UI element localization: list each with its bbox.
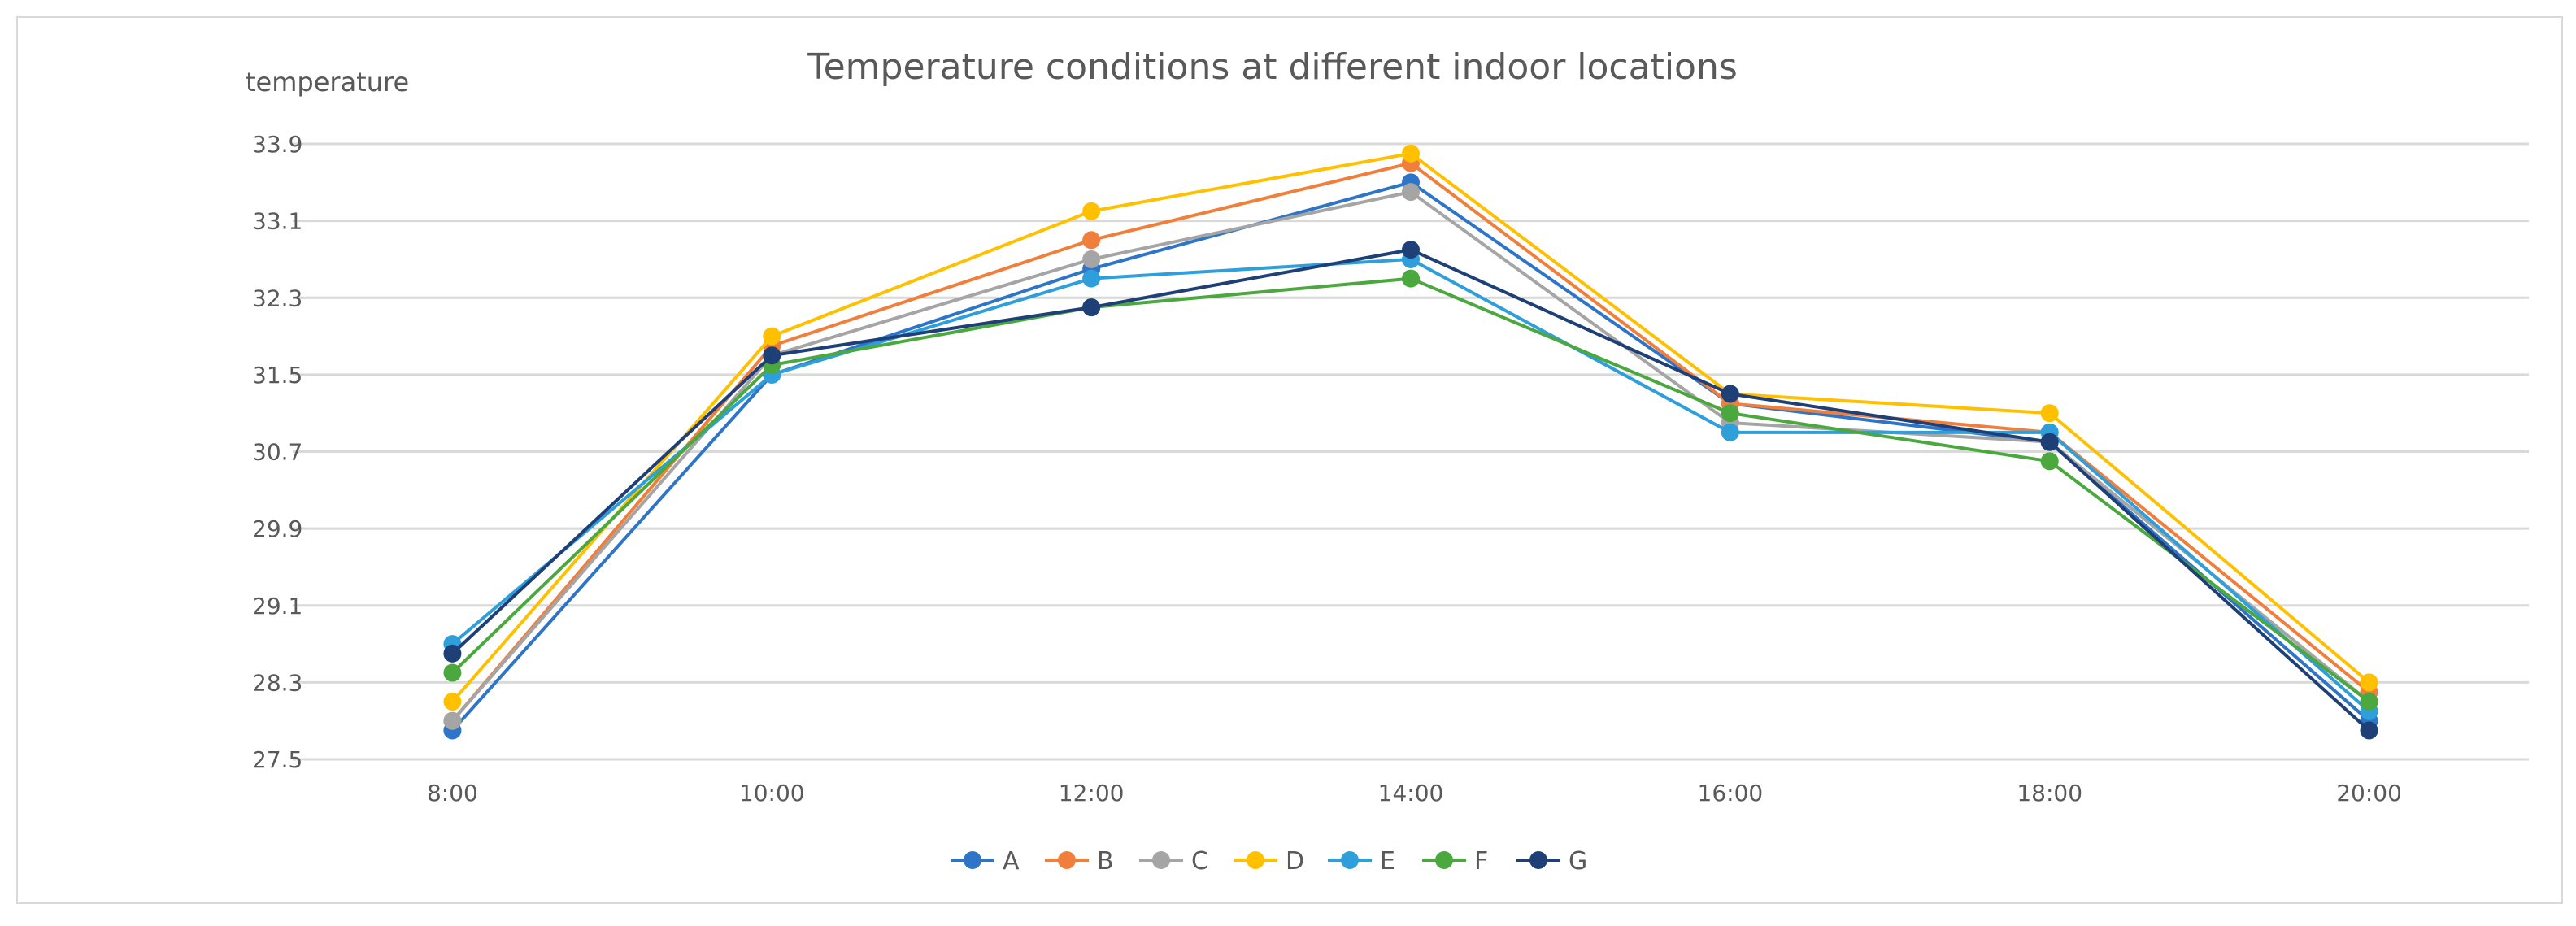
- data-point-D: [2360, 673, 2378, 692]
- legend-label-C: C: [1191, 847, 1208, 876]
- y-tick-labels: 27.5 28.3 29.1 29.9 30.7 31.5 32.3 33.1 33.9: [252, 131, 302, 773]
- chart-title: Temperature conditions at different indo…: [807, 46, 1738, 88]
- series-line-D: [450, 151, 2370, 703]
- data-point-D: [1402, 144, 1420, 163]
- y-tick-label: 27.5: [252, 746, 302, 773]
- data-point-E: [1721, 423, 1739, 441]
- data-point-G: [2040, 433, 2059, 451]
- legend-marker-F: [1435, 851, 1453, 869]
- y-tick-label: 33.1: [252, 208, 302, 235]
- data-point-F: [2040, 452, 2059, 471]
- data-point-B: [1082, 231, 1101, 250]
- data-point-G: [1721, 385, 1739, 403]
- series-line-G: [451, 248, 2370, 732]
- y-tick-label: 28.3: [252, 669, 302, 696]
- legend-marker-E: [1341, 851, 1359, 869]
- data-point-C: [1082, 250, 1101, 268]
- legend-label-G: G: [1569, 847, 1587, 876]
- legend-marker-D: [1247, 851, 1264, 869]
- legend-label-F: F: [1474, 847, 1488, 876]
- data-point-D: [1082, 202, 1101, 220]
- data-point-D: [2040, 404, 2059, 423]
- y-tick-label: 30.7: [252, 439, 302, 466]
- legend-label-B: B: [1097, 847, 1114, 876]
- x-tick-labels: 8:00 10:00 12:00 14:00 16:00 18:00 20:00: [427, 780, 2402, 806]
- legend: A B C D E F G: [951, 847, 1587, 876]
- legend-label-E: E: [1380, 847, 1395, 876]
- data-point-G: [2360, 721, 2378, 740]
- series-lines: [443, 144, 2378, 740]
- y-axis-label: temperature: [246, 67, 409, 98]
- series-line-F: [451, 276, 2370, 703]
- legend-marker-B: [1058, 851, 1076, 869]
- y-tick-label: 33.9: [252, 131, 302, 158]
- y-tick-label: 32.3: [252, 285, 302, 311]
- data-point-D: [763, 327, 781, 346]
- data-point-G: [1082, 298, 1101, 317]
- data-point-G: [1402, 241, 1420, 259]
- y-tick-label: 31.5: [252, 362, 302, 389]
- data-point-F: [1402, 269, 1420, 288]
- x-tick-label: 20:00: [2336, 780, 2402, 806]
- data-point-G: [443, 644, 462, 663]
- data-point-E: [1082, 269, 1101, 288]
- data-point-F: [443, 663, 462, 682]
- x-tick-label: 18:00: [2017, 780, 2082, 806]
- legend-marker-A: [964, 851, 981, 869]
- chart-frame: Temperature conditions at different indo…: [16, 16, 2563, 904]
- x-tick-label: 8:00: [427, 780, 478, 806]
- x-tick-label: 14:00: [1378, 780, 1444, 806]
- legend-label-D: D: [1286, 847, 1304, 876]
- legend-label-A: A: [1003, 847, 1020, 876]
- data-point-C: [1402, 183, 1420, 202]
- x-tick-label: 16:00: [1698, 780, 1764, 806]
- data-point-G: [763, 346, 781, 365]
- data-point-C: [443, 711, 462, 730]
- legend-marker-C: [1152, 851, 1170, 869]
- data-point-D: [443, 693, 462, 711]
- x-tick-label: 12:00: [1059, 780, 1125, 806]
- line-chart: Temperature conditions at different indo…: [246, 46, 2529, 876]
- legend-marker-G: [1530, 851, 1547, 869]
- y-tick-label: 29.1: [252, 593, 302, 620]
- data-point-F: [1721, 404, 1739, 423]
- data-point-F: [2360, 693, 2378, 711]
- y-tick-label: 29.9: [252, 515, 302, 542]
- x-tick-label: 10:00: [739, 780, 805, 806]
- gridlines: [293, 142, 2529, 761]
